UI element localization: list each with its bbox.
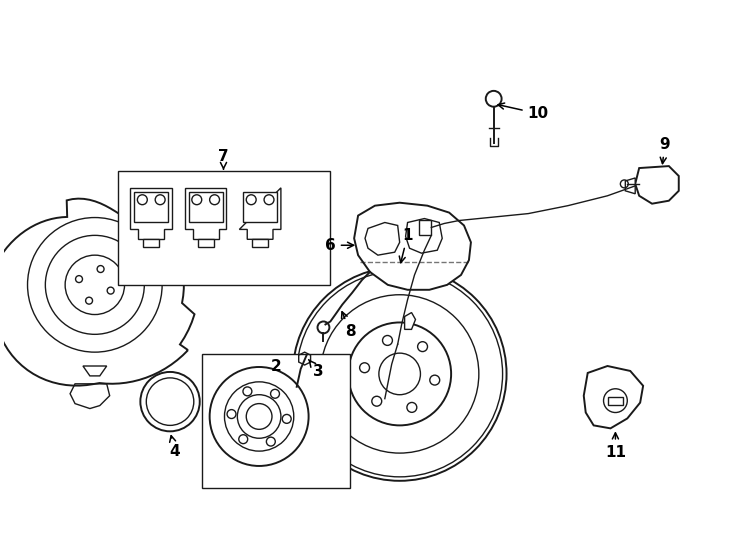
Bar — [143, 239, 159, 247]
Polygon shape — [404, 313, 415, 329]
Circle shape — [227, 410, 236, 418]
Polygon shape — [185, 188, 227, 239]
Circle shape — [192, 195, 202, 205]
Text: 3: 3 — [309, 360, 324, 380]
Circle shape — [225, 382, 294, 451]
Bar — [243, 192, 277, 221]
Bar — [117, 171, 330, 285]
Circle shape — [137, 195, 148, 205]
Circle shape — [239, 435, 247, 444]
Polygon shape — [354, 202, 471, 290]
Polygon shape — [365, 222, 399, 255]
Circle shape — [283, 414, 291, 423]
Circle shape — [264, 195, 274, 205]
Text: 1: 1 — [399, 228, 413, 262]
Text: 7: 7 — [218, 148, 229, 170]
Text: 2: 2 — [271, 359, 281, 374]
Circle shape — [155, 195, 165, 205]
Circle shape — [237, 395, 281, 438]
Text: 4: 4 — [170, 436, 181, 458]
Circle shape — [246, 195, 256, 205]
Polygon shape — [635, 166, 679, 204]
Bar — [189, 192, 222, 221]
Text: 5: 5 — [0, 539, 1, 540]
Circle shape — [246, 403, 272, 429]
Circle shape — [210, 195, 219, 205]
Bar — [202, 354, 350, 488]
Polygon shape — [608, 397, 623, 404]
Text: 10: 10 — [498, 103, 549, 121]
Bar — [197, 239, 214, 247]
Circle shape — [266, 437, 275, 446]
Text: 9: 9 — [660, 137, 670, 164]
Polygon shape — [131, 188, 172, 239]
Polygon shape — [419, 220, 432, 235]
Text: 8: 8 — [341, 312, 355, 339]
Circle shape — [603, 389, 628, 413]
Circle shape — [210, 367, 308, 466]
Polygon shape — [625, 178, 635, 194]
Polygon shape — [406, 219, 442, 253]
Circle shape — [271, 389, 280, 398]
Text: 11: 11 — [605, 433, 626, 460]
Circle shape — [243, 387, 252, 396]
Polygon shape — [239, 188, 281, 239]
Text: 6: 6 — [325, 238, 354, 253]
Bar — [134, 192, 168, 221]
Polygon shape — [584, 366, 643, 428]
Bar — [252, 239, 268, 247]
